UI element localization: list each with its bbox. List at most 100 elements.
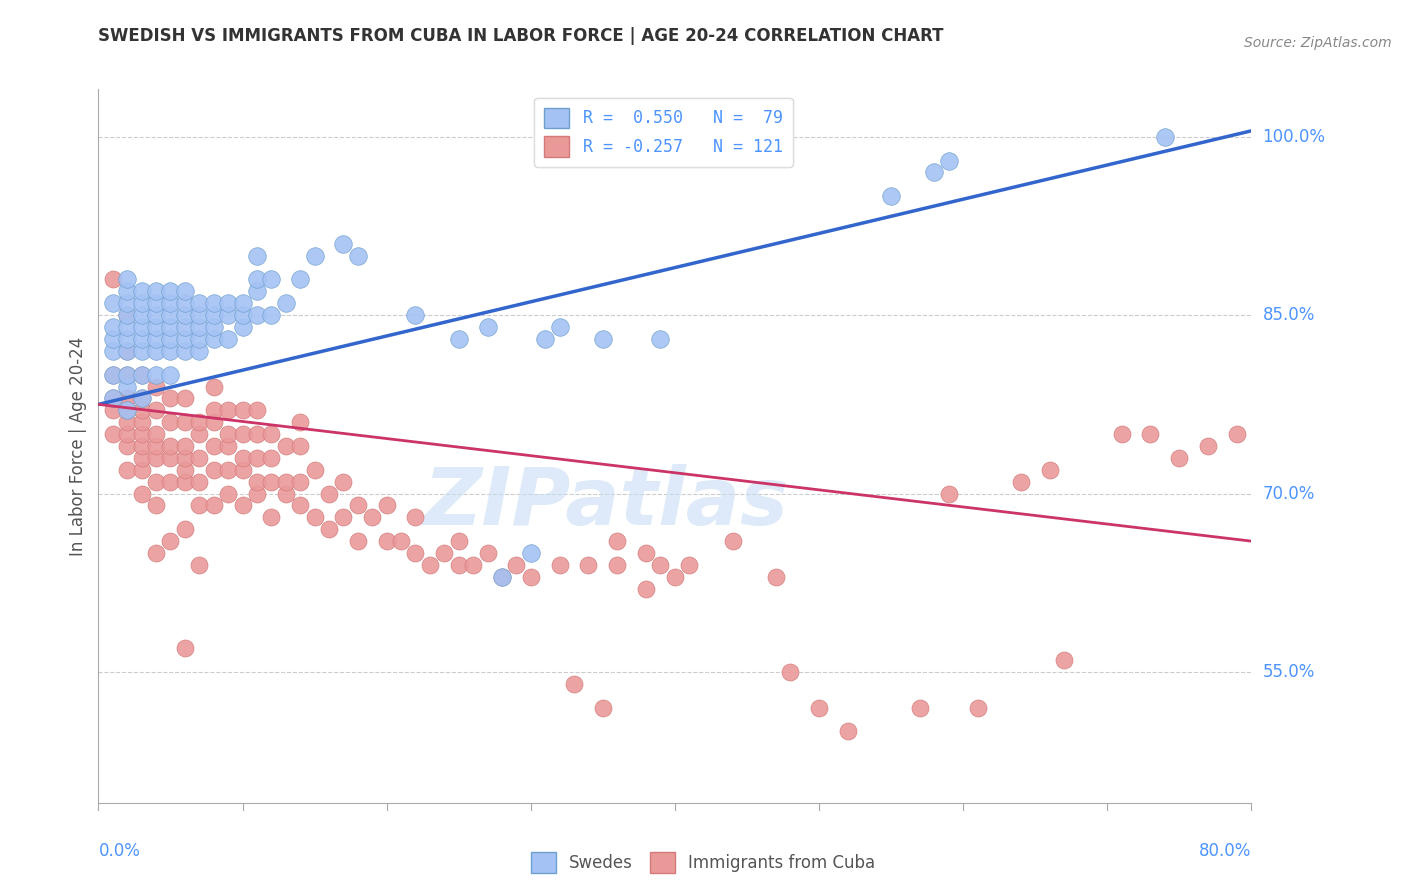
Point: [217, 308, 239, 322]
Point: [548, 558, 571, 572]
Point: [260, 450, 283, 465]
Text: SWEDISH VS IMMIGRANTS FROM CUBA IN LABOR FORCE | AGE 20-24 CORRELATION CHART: SWEDISH VS IMMIGRANTS FROM CUBA IN LABOR…: [98, 27, 943, 45]
Legend: R =  0.550   N =  79, R = -0.257   N = 121: R = 0.550 N = 79, R = -0.257 N = 121: [534, 97, 793, 167]
Point: [231, 427, 254, 442]
Text: 55.0%: 55.0%: [1263, 663, 1315, 681]
Point: [159, 415, 181, 429]
Point: [159, 308, 181, 322]
Point: [117, 403, 138, 417]
Point: [922, 165, 945, 179]
Point: [159, 392, 181, 406]
Point: [650, 332, 672, 346]
Point: [419, 558, 441, 572]
Point: [145, 427, 167, 442]
Point: [304, 510, 326, 524]
Point: [290, 499, 312, 513]
Point: [174, 463, 197, 477]
Legend: Swedes, Immigrants from Cuba: Swedes, Immigrants from Cuba: [524, 846, 882, 880]
Text: 0.0%: 0.0%: [98, 842, 141, 860]
Point: [117, 415, 138, 429]
Point: [188, 415, 211, 429]
Point: [274, 296, 297, 310]
Y-axis label: In Labor Force | Age 20-24: In Labor Force | Age 20-24: [69, 336, 87, 556]
Point: [290, 475, 312, 489]
Point: [880, 189, 903, 203]
Point: [145, 475, 167, 489]
Point: [375, 499, 398, 513]
Point: [117, 285, 138, 299]
Point: [159, 320, 181, 334]
Point: [606, 558, 628, 572]
Point: [1197, 439, 1219, 453]
Point: [375, 534, 398, 549]
Point: [290, 272, 312, 286]
Point: [145, 368, 167, 382]
Point: [318, 522, 340, 536]
Point: [117, 427, 138, 442]
Point: [117, 439, 138, 453]
Point: [246, 475, 269, 489]
Point: [405, 308, 427, 322]
Point: [966, 700, 988, 714]
Point: [217, 403, 239, 417]
Point: [101, 272, 124, 286]
Point: [188, 475, 211, 489]
Point: [145, 379, 167, 393]
Point: [145, 343, 167, 358]
Point: [592, 332, 614, 346]
Point: [405, 510, 427, 524]
Point: [260, 475, 283, 489]
Point: [101, 343, 124, 358]
Point: [202, 415, 225, 429]
Point: [131, 343, 153, 358]
Point: [1153, 129, 1175, 144]
Point: [405, 546, 427, 560]
Point: [101, 392, 124, 406]
Point: [159, 368, 181, 382]
Point: [131, 463, 153, 477]
Point: [131, 439, 153, 453]
Point: [174, 320, 197, 334]
Point: [217, 439, 239, 453]
Point: [664, 570, 686, 584]
Point: [246, 403, 269, 417]
Point: [346, 534, 368, 549]
Point: [188, 499, 211, 513]
Point: [505, 558, 527, 572]
Point: [117, 320, 138, 334]
Point: [145, 296, 167, 310]
Point: [202, 308, 225, 322]
Point: [332, 475, 354, 489]
Point: [145, 546, 167, 560]
Point: [548, 320, 571, 334]
Point: [131, 368, 153, 382]
Point: [174, 439, 197, 453]
Point: [174, 332, 197, 346]
Point: [101, 392, 124, 406]
Point: [260, 510, 283, 524]
Text: 70.0%: 70.0%: [1263, 484, 1315, 502]
Point: [117, 343, 138, 358]
Point: [938, 486, 960, 500]
Point: [117, 392, 138, 406]
Point: [174, 415, 197, 429]
Point: [246, 308, 269, 322]
Point: [202, 463, 225, 477]
Point: [131, 403, 153, 417]
Point: [117, 272, 138, 286]
Point: [1168, 450, 1191, 465]
Point: [174, 343, 197, 358]
Point: [260, 272, 283, 286]
Point: [145, 450, 167, 465]
Point: [174, 450, 197, 465]
Point: [202, 403, 225, 417]
Point: [101, 368, 124, 382]
Point: [1053, 653, 1076, 667]
Point: [290, 415, 312, 429]
Point: [131, 332, 153, 346]
Point: [592, 700, 614, 714]
Point: [117, 368, 138, 382]
Point: [159, 343, 181, 358]
Point: [131, 415, 153, 429]
Point: [131, 427, 153, 442]
